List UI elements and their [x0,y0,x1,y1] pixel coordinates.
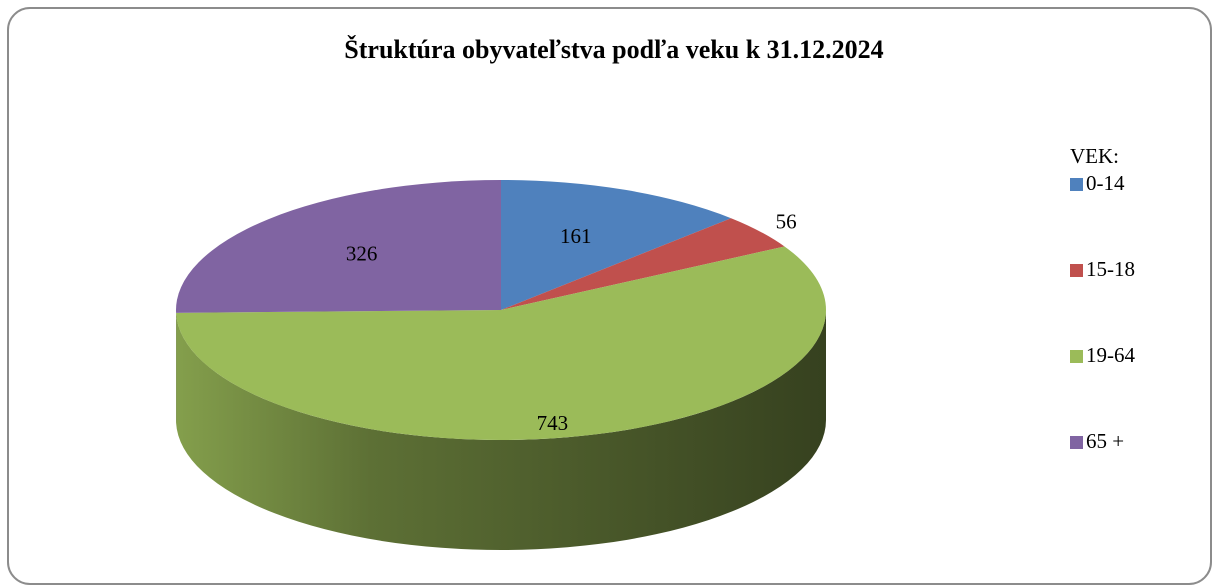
legend-label: 19-64 [1086,343,1135,367]
legend-label: 0-14 [1086,171,1125,195]
data-label: 326 [346,241,378,265]
pie-slice [176,180,501,313]
pie-tops [176,180,827,441]
legend-label: 15-18 [1086,257,1135,281]
pie-slice [501,180,732,310]
legend-swatch [1070,178,1083,191]
pie-slice [501,218,785,310]
legend-title: VEK: [1070,144,1119,168]
pie-sides [176,310,826,550]
legend-label: 65 + [1086,429,1124,453]
chart-title: Štruktúra obyvateľstva podľa veku k 31.1… [344,35,883,64]
legend-swatch [1070,264,1083,277]
data-label: 56 [776,210,797,234]
data-label: 743 [537,411,569,435]
legend-swatch [1070,436,1083,449]
data-label: 161 [560,224,592,248]
pie-slice [176,246,827,441]
legend-swatch [1070,350,1083,363]
pie-side [176,310,826,550]
